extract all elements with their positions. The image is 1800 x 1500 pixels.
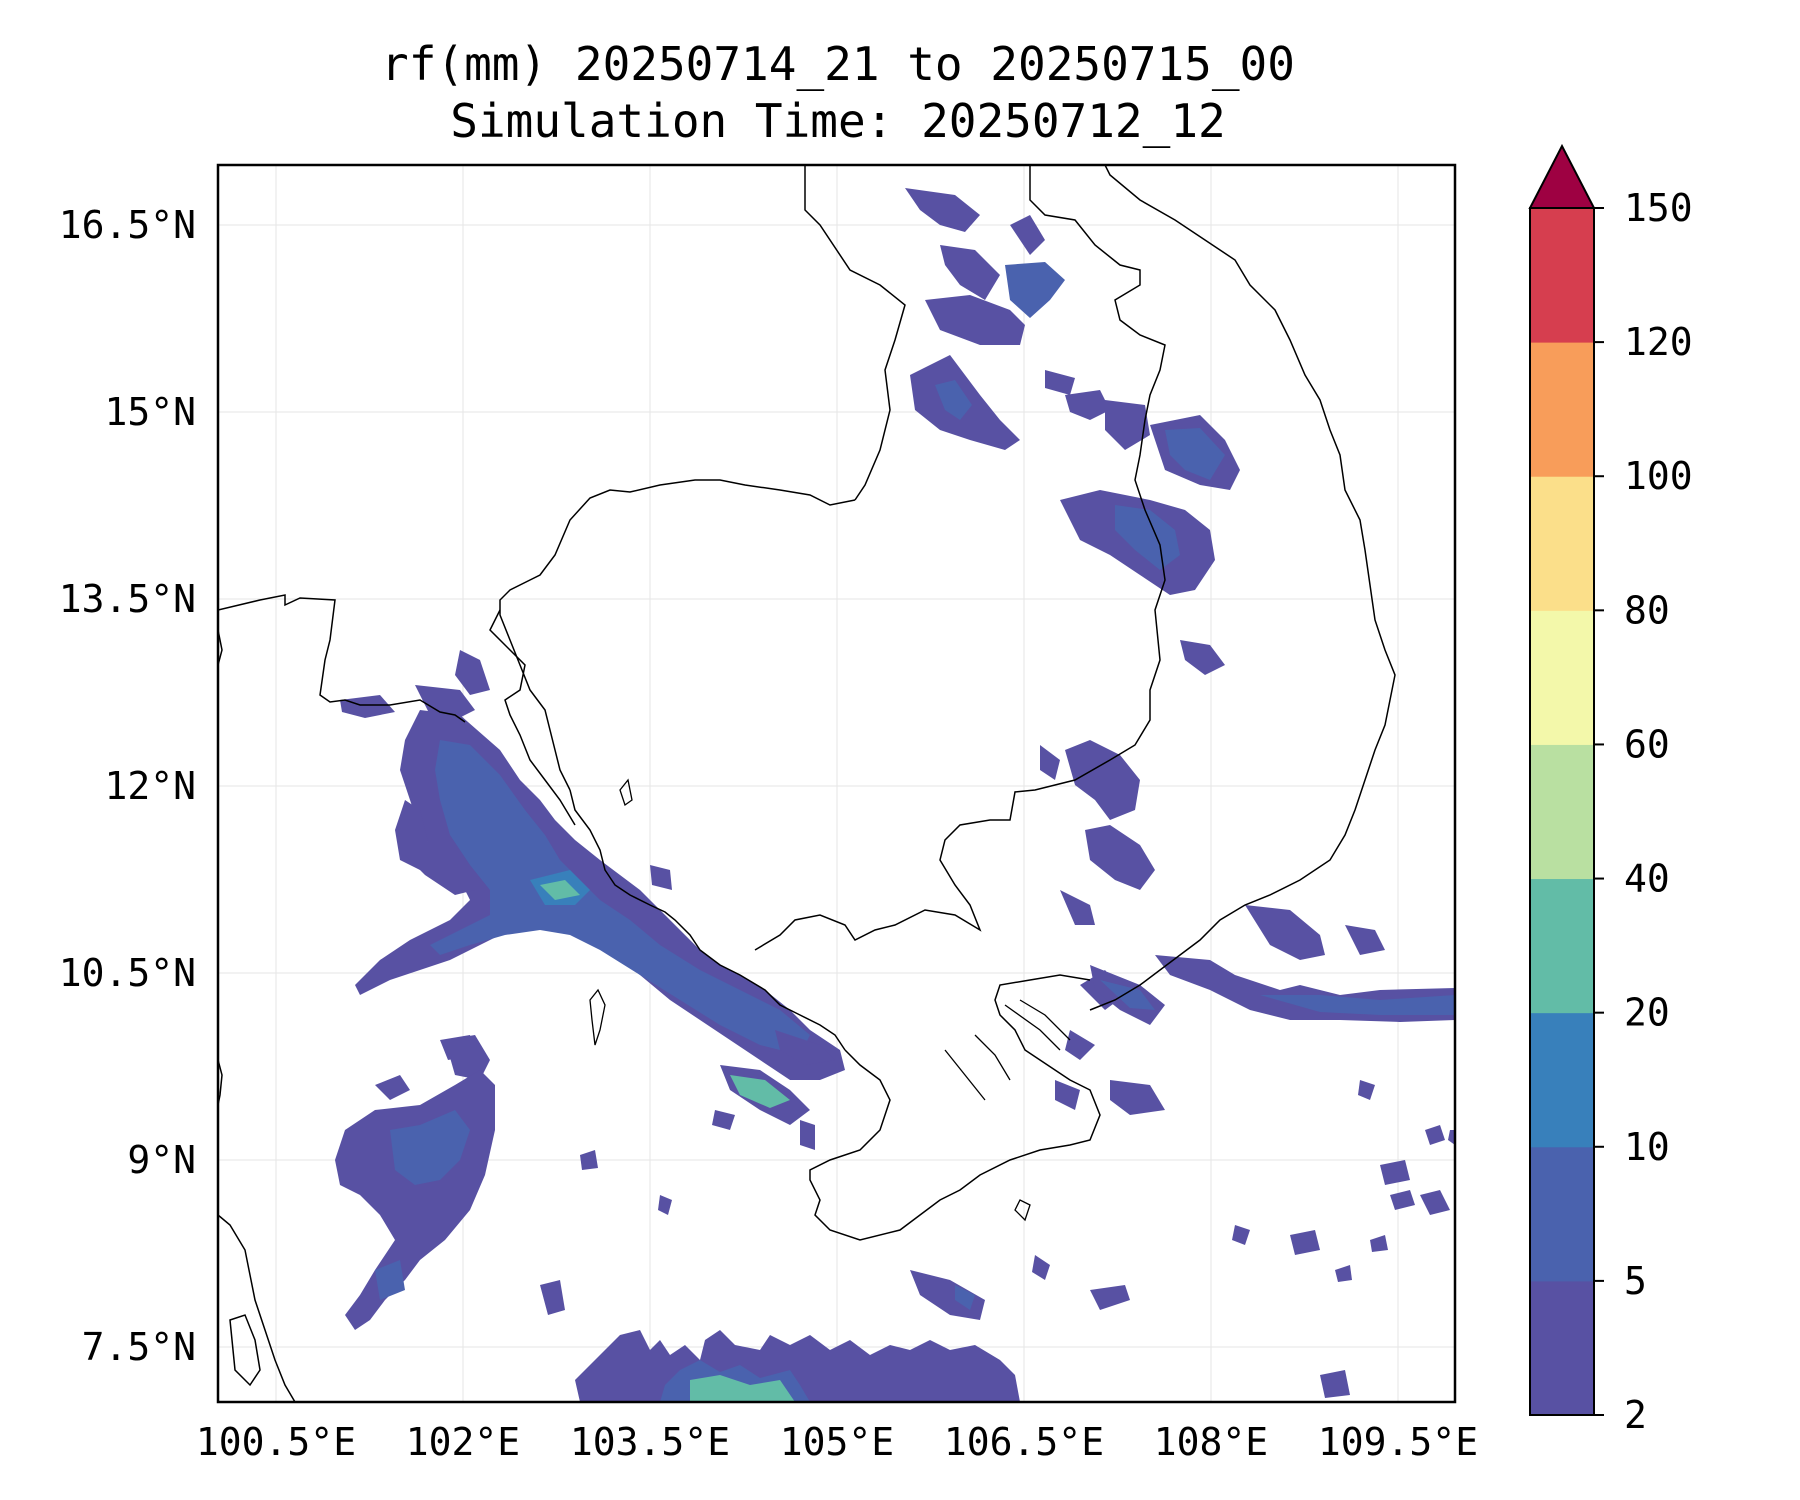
x-tick-label: 105°E [780, 1420, 894, 1464]
colorbar-segment [1530, 1280, 1594, 1416]
rain-blob-southwest [335, 745, 1060, 1330]
x-axis-ticks: 100.5°E 102°E 103.5°E 105°E 106.5°E 108°E 109.… [196, 1420, 1478, 1464]
rain-patches-south [540, 1080, 1455, 1402]
colorbar-segment [1530, 1146, 1594, 1282]
y-tick-label: 9°N [127, 1138, 196, 1182]
rain-patches-north [905, 188, 1240, 675]
colorbar-tick-label: 20 [1624, 991, 1670, 1035]
title-line-1: rf(mm) 20250714_21 to 20250715_00 [381, 37, 1295, 91]
colorbar-segment [1530, 744, 1594, 880]
rain-patches-central [1055, 740, 1455, 1115]
colorbar-segment [1530, 610, 1594, 745]
y-tick-label: 16.5°N [59, 203, 196, 247]
x-tick-label: 100.5°E [196, 1420, 356, 1464]
x-tick-label: 106.5°E [944, 1420, 1104, 1464]
rainfall-field [335, 188, 1455, 1402]
colorbar-tick-label: 10 [1624, 1125, 1670, 1169]
y-tick-label: 13.5°N [59, 577, 196, 621]
colorbar-tick-label: 100 [1624, 454, 1693, 498]
colorbar-tick-label: 60 [1624, 722, 1670, 766]
y-axis-ticks: 16.5°N 15°N 13.5°N 12°N 10.5°N 9°N 7.5°N [59, 203, 196, 1369]
country-borders [218, 165, 1396, 1402]
colorbar-tick-label: 40 [1624, 857, 1670, 901]
y-tick-label: 15°N [104, 390, 196, 434]
colorbar-frame [1529, 207, 1595, 1416]
colorbar-tick-label: 120 [1624, 320, 1693, 364]
colorbar-labels: 2 5 10 20 40 60 80 100 120 150 [1594, 186, 1693, 1437]
x-tick-label: 109.5°E [1318, 1420, 1478, 1464]
colorbar-segment [1530, 878, 1594, 1014]
title-line-2: Simulation Time: 20250712_12 [450, 94, 1225, 148]
x-tick-label: 108°E [1154, 1420, 1268, 1464]
rain-band-gulf [340, 650, 845, 1150]
colorbar [1528, 143, 1596, 1416]
x-tick-label: 103.5°E [570, 1420, 730, 1464]
colorbar-segment [1530, 208, 1594, 343]
colorbar-segment [1530, 1012, 1594, 1148]
colorbar-tick-label: 2 [1624, 1393, 1647, 1437]
colorbar-segment [1530, 342, 1594, 477]
colorbar-segment [1530, 476, 1594, 611]
colorbar-tick-label: 5 [1624, 1259, 1647, 1303]
colorbar-tick-label: 150 [1624, 186, 1693, 230]
x-tick-label: 102°E [406, 1420, 520, 1464]
y-tick-label: 7.5°N [82, 1325, 196, 1369]
map-frame [216, 163, 1457, 1404]
coastline-islands [589, 778, 1071, 1222]
y-tick-label: 12°N [104, 764, 196, 808]
y-tick-label: 10.5°N [59, 951, 196, 995]
colorbar-tick-label: 80 [1624, 588, 1670, 632]
colorbar-extend-arrow [1528, 143, 1596, 209]
